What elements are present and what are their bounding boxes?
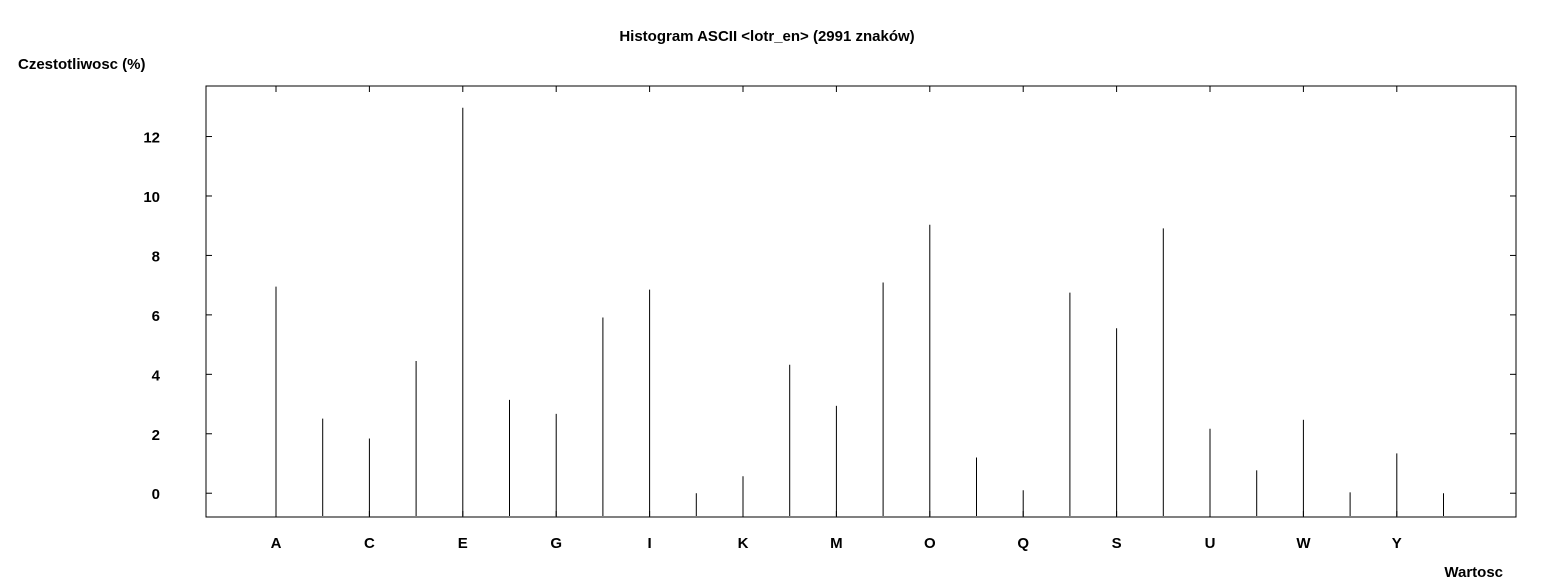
- y-axis-ticks: 0 2 4 6 8 10 12: [143, 130, 1516, 503]
- x-tick-label: M: [830, 535, 843, 552]
- histogram-bars: [275, 107, 1444, 516]
- x-tick-label: W: [1296, 535, 1311, 552]
- x-tick-label: K: [738, 535, 749, 552]
- x-tick-label: G: [550, 535, 562, 552]
- y-axis-label: Czestotliwosc (%): [18, 56, 146, 73]
- x-tick-label: S: [1112, 535, 1122, 552]
- y-tick-label: 10: [143, 189, 160, 206]
- y-tick-label: 8: [152, 248, 160, 265]
- x-tick-label: E: [458, 535, 468, 552]
- x-tick-label: U: [1205, 535, 1216, 552]
- plot-frame: [205, 85, 1517, 518]
- y-tick-label: 2: [152, 427, 160, 444]
- x-tick-label: Q: [1017, 535, 1029, 552]
- y-tick-label: 6: [152, 308, 160, 325]
- x-axis-label: Wartosc: [1444, 564, 1503, 581]
- y-tick-label: 4: [152, 367, 161, 384]
- x-tick-label: O: [924, 535, 936, 552]
- y-tick-label: 0: [152, 486, 160, 503]
- x-tick-label: C: [364, 535, 375, 552]
- x-tick-label: A: [271, 535, 282, 552]
- x-tick-label: Y: [1392, 535, 1402, 552]
- chart-title: Histogram ASCII <lotr_en> (2991 znaków): [619, 28, 914, 45]
- y-tick-label: 12: [143, 130, 160, 147]
- x-tick-label: I: [648, 535, 652, 552]
